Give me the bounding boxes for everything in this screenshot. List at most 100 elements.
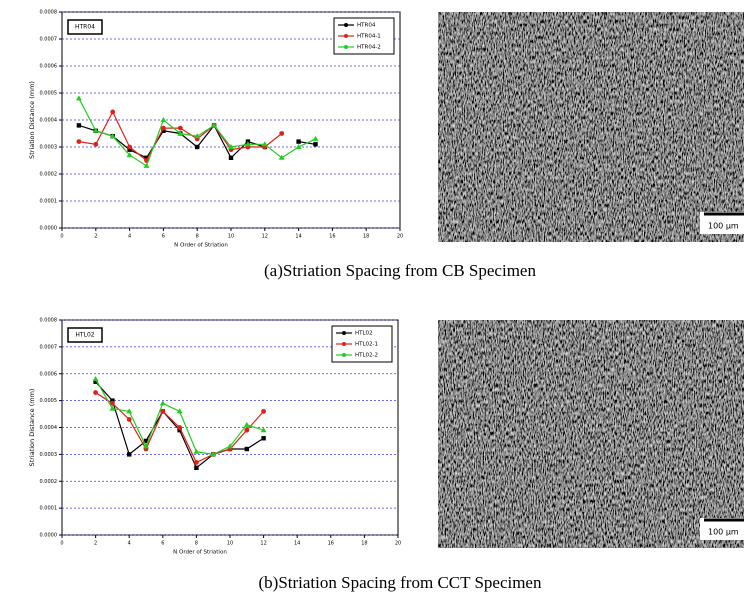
scale-box [700, 518, 744, 540]
data-point [278, 154, 285, 160]
data-point [126, 417, 132, 422]
data-point [244, 141, 251, 147]
x-tick-label: 18 [361, 541, 367, 547]
data-point [194, 133, 201, 139]
data-point [109, 133, 116, 139]
data-point [244, 446, 249, 452]
data-point [144, 155, 149, 160]
x-tick-label: 20 [395, 541, 401, 547]
data-point [93, 141, 99, 147]
data-point [92, 127, 99, 133]
data-point [194, 460, 199, 465]
data-point [261, 141, 268, 147]
y-tick-label: 0.0003 [40, 452, 58, 458]
x-tick-label: 12 [260, 541, 266, 547]
y-axis-label: Striation Distance (mm) [28, 389, 36, 467]
data-point [76, 139, 82, 145]
x-tick-label: 0 [60, 541, 63, 547]
scale-box [700, 212, 744, 234]
data-point [296, 139, 301, 144]
y-tick-label: 0.0006 [40, 64, 58, 70]
data-point [127, 452, 132, 457]
y-tick-label: 0.0008 [40, 318, 58, 324]
y-tick-label: 0.0002 [40, 479, 58, 485]
y-tick-label: 0.0008 [40, 10, 58, 16]
x-tick-label: 20 [397, 234, 403, 240]
x-tick-label: 6 [161, 541, 164, 547]
scale-label: 100 µm [708, 528, 739, 537]
x-tick-label: 4 [128, 541, 131, 547]
x-tick-label: 8 [195, 541, 198, 547]
data-point [126, 152, 133, 158]
x-tick-label: 10 [227, 541, 233, 547]
data-point [126, 408, 133, 414]
data-point [110, 109, 116, 115]
data-point [143, 438, 149, 444]
y-tick-label: 0.0007 [40, 37, 58, 43]
x-tick-label: 14 [294, 541, 300, 547]
data-point [143, 443, 149, 449]
data-point [127, 144, 132, 150]
y-tick-label: 0.0006 [40, 371, 58, 377]
data-point [211, 122, 218, 128]
data-point [243, 421, 250, 427]
data-point [93, 379, 98, 385]
data-point [177, 125, 183, 131]
x-tick-label: 16 [328, 541, 334, 547]
data-point [193, 448, 200, 454]
sem-image: 100 µm [438, 12, 744, 242]
annotation: HTL02 [75, 332, 94, 339]
annotation-box [67, 19, 103, 35]
data-point [261, 436, 266, 441]
x-tick-label: 0 [60, 234, 63, 240]
data-point [109, 405, 116, 411]
legend-label: HTR04 [357, 23, 376, 29]
annotation: HTR04 [75, 24, 95, 31]
legend-marker [344, 45, 348, 49]
data-point [177, 427, 182, 433]
legend-marker [342, 331, 346, 335]
y-tick-label: 0.0001 [40, 199, 58, 205]
y-tick-label: 0.0002 [40, 172, 58, 178]
y-axis-label: Striation Distance (mm) [28, 81, 36, 159]
x-tick-label: 12 [262, 234, 268, 240]
data-point [312, 135, 319, 141]
data-point [159, 400, 166, 406]
x-tick-label: 2 [94, 541, 97, 547]
data-point [75, 95, 82, 101]
legend-marker [344, 23, 348, 27]
data-point [160, 117, 167, 122]
legend-label: HTR04-2 [357, 45, 381, 51]
y-tick-label: 0.0007 [40, 344, 58, 350]
line-chart: 0.0000 0.0001 0.0002 0.0003 0.0004 0.0005 0.00… [28, 318, 401, 556]
y-tick-label: 0.0005 [40, 91, 58, 97]
legend-marker [342, 342, 346, 346]
legend-label: HTL02 [355, 331, 373, 337]
data-point [161, 125, 166, 131]
legend-label: HTL02-2 [355, 353, 378, 359]
x-axis-label: N Order of Striation [173, 550, 227, 556]
data-point [110, 400, 115, 406]
data-point [195, 144, 200, 150]
y-tick-label: 0.0000 [40, 533, 58, 539]
data-point [194, 465, 199, 471]
x-tick-label: 10 [228, 234, 234, 240]
legend-label: HTL02-1 [355, 342, 378, 348]
caption: (b)Striation Spacing from CCT Specimen [259, 573, 542, 592]
data-point [279, 131, 285, 136]
x-tick-label: 18 [363, 234, 369, 240]
data-point [210, 451, 217, 457]
data-point [127, 147, 132, 152]
data-point [295, 144, 302, 149]
caption: (a)Striation Spacing from CB Specimen [264, 261, 536, 280]
legend-marker [342, 353, 346, 357]
x-tick-label: 14 [295, 234, 301, 240]
y-tick-label: 0.0001 [40, 506, 58, 512]
data-point [313, 142, 318, 147]
data-point [260, 427, 267, 433]
y-tick-label: 0.0003 [40, 145, 58, 151]
x-tick-label: 2 [94, 234, 97, 240]
y-tick-label: 0.0004 [40, 425, 58, 431]
